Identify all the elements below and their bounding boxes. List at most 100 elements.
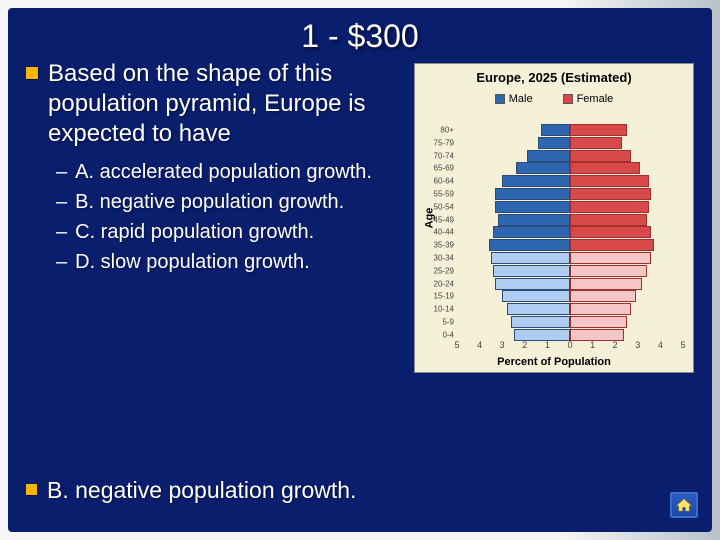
female-bar [570,214,647,226]
female-bar [570,329,624,341]
female-bar [570,316,627,328]
ytick-label: 55-59 [434,190,457,199]
dash-bullet-icon: – [56,159,67,185]
male-bar [502,175,570,187]
ytick-label: 70-74 [434,151,457,160]
answer-block: B. negative population growth. [26,477,356,504]
question-block: Based on the shape of this population py… [26,59,408,149]
pyramid-row: 15-19 [457,290,683,302]
pyramid-row: 0-4 [457,329,683,341]
male-bar [514,329,571,341]
option-text: A. accelerated population growth. [75,159,372,185]
xtick-label: 1 [590,340,595,350]
female-bar [570,137,622,149]
xtick-label: 5 [680,340,685,350]
male-bar [489,239,570,251]
options-list: –A. accelerated population growth.–B. ne… [56,159,408,275]
pyramid-row: 10-14 [457,303,683,315]
home-icon [675,497,693,513]
ytick-label: 50-54 [434,202,457,211]
option-item: –D. slow population growth. [56,249,408,275]
option-text: C. rapid population growth. [75,219,314,245]
male-bar [516,162,570,174]
legend-male-label: Male [509,93,533,105]
female-bar [570,150,631,162]
legend-female-label: Female [577,93,614,105]
dash-bullet-icon: – [56,249,67,275]
female-bar [570,303,631,315]
option-item: –B. negative population growth. [56,189,408,215]
male-bar [538,137,570,149]
bullet-icon [26,67,38,79]
xtick-label: 0 [567,340,572,350]
male-bar [493,265,570,277]
chart-title: Europe, 2025 (Estimated) [415,64,693,93]
male-bar [495,201,570,213]
pyramid-row: 25-29 [457,265,683,277]
answer-text: B. negative population growth. [47,477,356,504]
pyramid-row: 40-44 [457,226,683,238]
male-bar [491,252,570,264]
option-item: –A. accelerated population growth. [56,159,408,185]
male-bar [498,214,570,226]
question-text: Based on the shape of this population py… [48,59,408,149]
ytick-label: 60-64 [434,177,457,186]
female-bar [570,162,640,174]
female-bar [570,290,636,302]
female-bar [570,201,649,213]
ytick-label: 15-19 [434,292,457,301]
pyramid-row: 30-34 [457,252,683,264]
ytick-label: 75-79 [434,138,457,147]
xtick-label: 3 [635,340,640,350]
female-bar [570,175,649,187]
female-bar [570,239,654,251]
ytick-label: 35-39 [434,241,457,250]
population-pyramid-chart: Europe, 2025 (Estimated) Male Female Age… [414,63,694,373]
female-bar [570,252,651,264]
ytick-label: 20-24 [434,279,457,288]
xtick-label: 4 [658,340,663,350]
pyramid-row: 20-24 [457,278,683,290]
male-bar [493,226,570,238]
chart-xlabel: Percent of Population [415,356,693,368]
xtick-label: 3 [500,340,505,350]
male-bar [527,150,570,162]
male-bar [502,290,570,302]
pyramid-row: 70-74 [457,150,683,162]
pyramid-row: 55-59 [457,188,683,200]
home-button[interactable] [670,492,698,518]
female-bar [570,188,651,200]
pyramid-row: 50-54 [457,201,683,213]
ytick-label: 0-4 [442,330,457,339]
pyramid-bars: 80+75-7970-7465-6960-6455-5950-5445-4940… [457,124,683,342]
pyramid-row: 45-49 [457,214,683,226]
female-bar [570,278,642,290]
male-bar [507,303,570,315]
ytick-label: 25-29 [434,266,457,275]
ytick-label: 80+ [440,126,457,135]
xtick-label: 4 [477,340,482,350]
female-bar [570,226,651,238]
male-bar [541,124,570,136]
xtick-label: 2 [522,340,527,350]
female-bar [570,124,627,136]
male-bar [495,188,570,200]
male-bar [511,316,570,328]
pyramid-row: 65-69 [457,162,683,174]
ytick-label: 45-49 [434,215,457,224]
option-text: B. negative population growth. [75,189,344,215]
dash-bullet-icon: – [56,189,67,215]
pyramid-row: 80+ [457,124,683,136]
ytick-label: 40-44 [434,228,457,237]
xtick-label: 2 [613,340,618,350]
female-bar [570,265,647,277]
pyramid-row: 75-79 [457,137,683,149]
pyramid-row: 60-64 [457,175,683,187]
chart-xticks: 54321012345 [457,340,683,352]
ytick-label: 5-9 [442,318,457,327]
male-bar [495,278,570,290]
bullet-icon [26,484,37,495]
chart-legend: Male Female [415,93,693,105]
ytick-label: 30-34 [434,254,457,263]
xtick-label: 5 [454,340,459,350]
